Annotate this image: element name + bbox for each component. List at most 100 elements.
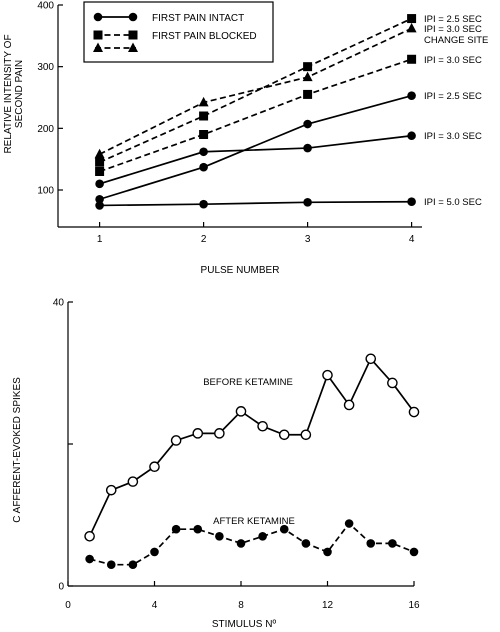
top-y-tick-label: 300 xyxy=(37,62,54,73)
bottom-data-point xyxy=(388,539,397,548)
top-series-annotation: IPI = 2.5 SEC xyxy=(424,14,482,25)
top-data-point xyxy=(406,22,417,33)
bottom-data-point xyxy=(323,547,332,557)
bottom-axes: 0 40 0 4 8 12 16 xyxy=(53,298,420,612)
bottom-data-point xyxy=(344,519,354,528)
top-series-1 xyxy=(94,22,417,159)
top-data-point xyxy=(407,197,416,207)
top-x-axis-title: PULSE NUMBER xyxy=(201,265,280,276)
bottom-data-point xyxy=(301,539,311,548)
top-series-annotation: IPI = 3.0 SEC xyxy=(424,24,482,35)
top-x-tick-label: 2 xyxy=(201,234,207,245)
legend-marker xyxy=(128,30,138,40)
top-series-2 xyxy=(95,54,417,176)
top-series-line xyxy=(99,17,412,164)
bottom-annotations: BEFORE KETAMINE AFTER KETAMINE xyxy=(203,377,295,527)
bottom-data-point xyxy=(106,560,116,569)
top-data-point xyxy=(303,62,313,72)
top-series-group xyxy=(94,14,417,210)
top-data-point xyxy=(95,167,105,176)
bottom-data-point xyxy=(85,554,94,564)
top-data-point xyxy=(303,89,313,99)
top-series-annotation: IPI = 3.0 SEC xyxy=(424,55,482,66)
bottom-data-point xyxy=(215,532,224,541)
top-data-point xyxy=(407,54,417,64)
top-data-point xyxy=(303,198,312,207)
top-y-tick-label: 100 xyxy=(37,186,54,197)
top-data-point xyxy=(95,179,104,189)
bottom-data-point xyxy=(257,420,268,432)
bottom-data-point xyxy=(343,399,355,411)
bottom-data-point xyxy=(279,524,289,534)
top-data-point xyxy=(199,130,209,139)
top-axes: 100 200 300 400 1 2 3 4 xyxy=(37,1,422,245)
pain-intensity-chart: 100 200 300 400 1 2 3 4 RELATIVE INTENSITY OF SE… xyxy=(3,1,488,277)
top-series-line xyxy=(99,58,412,173)
bottom-series-annotation: AFTER KETAMINE xyxy=(213,516,295,527)
bottom-y-tick-label: 0 xyxy=(58,582,64,593)
top-data-point xyxy=(303,143,312,153)
top-series-4 xyxy=(95,131,416,189)
top-y-axis-title-line: SECOND PAIN xyxy=(14,60,25,128)
bottom-y-tick-label: 40 xyxy=(53,298,65,309)
bottom-x-tick-label: 12 xyxy=(322,600,334,611)
legend-label: FIRST PAIN INTACT xyxy=(152,13,244,24)
bottom-data-point xyxy=(150,547,159,557)
top-data-point xyxy=(94,148,105,159)
top-data-point xyxy=(302,71,313,82)
top-data-point xyxy=(95,201,104,210)
bottom-data-point xyxy=(84,531,95,542)
top-data-point xyxy=(407,131,416,141)
top-data-point xyxy=(199,199,208,209)
legend-box xyxy=(83,1,274,63)
top-series-line xyxy=(99,134,412,185)
top-data-point xyxy=(95,157,105,167)
bottom-series-line xyxy=(89,522,415,566)
bottom-data-point xyxy=(366,539,376,548)
bottom-data-point xyxy=(365,353,377,365)
top-series-annotation: IPI = 5.0 SEC xyxy=(424,197,482,208)
bottom-data-point xyxy=(409,547,419,557)
legend-marker xyxy=(93,30,103,40)
top-series-3 xyxy=(95,91,416,204)
top-data-point xyxy=(199,162,208,172)
bottom-series-0 xyxy=(84,353,420,542)
ketamine-spikes-chart: 0 40 0 4 8 12 16 C AFFERENT-EVOKED SPIKES STIM… xyxy=(12,298,420,631)
bottom-series-line xyxy=(88,357,415,537)
top-data-point xyxy=(95,194,104,204)
top-x-tick-label: 3 xyxy=(305,234,311,245)
bottom-data-point xyxy=(322,369,333,381)
bottom-data-point xyxy=(128,560,138,569)
bottom-data-point xyxy=(236,539,246,548)
bottom-data-point xyxy=(192,428,204,439)
bottom-data-point xyxy=(193,524,203,534)
bottom-data-point xyxy=(127,476,139,487)
top-data-point xyxy=(199,147,208,157)
top-data-point xyxy=(198,96,209,107)
top-series-line xyxy=(99,94,412,201)
bottom-data-point xyxy=(387,377,398,389)
top-series-annotation: IPI = 3.0 SEC xyxy=(424,131,482,142)
bottom-x-tick-label: 4 xyxy=(152,600,158,611)
bottom-x-axis-title: STIMULUS Nº xyxy=(212,619,277,630)
top-series-annotation: CHANGE SITE xyxy=(424,35,488,46)
top-data-point xyxy=(407,91,416,100)
bottom-data-point xyxy=(170,435,182,446)
legend-marker xyxy=(93,42,103,52)
bottom-data-point xyxy=(171,524,181,534)
bottom-data-point xyxy=(278,429,290,441)
bottom-x-tick-label: 16 xyxy=(408,600,420,611)
top-series-line xyxy=(99,200,412,207)
bottom-data-point xyxy=(149,461,160,473)
top-series-annotation: IPI = 2.5 SEC xyxy=(424,91,482,102)
legend-marker xyxy=(93,12,103,22)
top-y-axis-title-line: RELATIVE INTENSITY OF xyxy=(3,34,14,153)
top-series-5 xyxy=(95,197,416,210)
legend-marker xyxy=(128,12,138,22)
legend-label: FIRST PAIN BLOCKED xyxy=(152,31,257,42)
top-y-tick-label: 400 xyxy=(37,1,54,12)
bottom-series-group xyxy=(84,353,420,569)
top-y-tick-label: 200 xyxy=(37,124,54,135)
